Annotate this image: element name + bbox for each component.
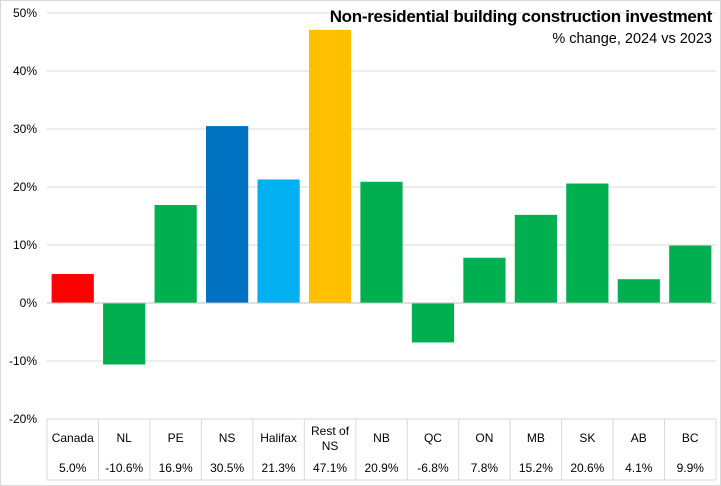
value-label: -6.8% <box>417 461 449 475</box>
value-label: 9.9% <box>677 461 705 475</box>
bar-bc <box>669 245 712 303</box>
bar-pe <box>154 204 197 303</box>
y-tick-label: 50% <box>13 6 37 20</box>
category-label: NS <box>219 431 236 445</box>
value-label: -10.6% <box>105 461 143 475</box>
chart-title: Non-residential building construction in… <box>329 7 713 26</box>
bar-ns <box>206 126 249 303</box>
value-label: 5.0% <box>59 461 87 475</box>
bar-nb <box>360 181 403 303</box>
bar-sk <box>566 183 609 303</box>
bar-qc <box>411 303 455 343</box>
y-tick-label: 40% <box>13 64 37 78</box>
category-label: MB <box>527 431 545 445</box>
value-label: 47.1% <box>313 461 347 475</box>
value-label: 4.1% <box>625 461 653 475</box>
value-label: 20.6% <box>570 461 604 475</box>
value-label: 30.5% <box>210 461 244 475</box>
value-label: 15.2% <box>519 461 553 475</box>
category-label: Canada <box>52 431 94 445</box>
y-tick-label: -10% <box>9 354 37 368</box>
y-tick-label: 20% <box>13 180 37 194</box>
chart-subtitle: % change, 2024 vs 2023 <box>552 31 712 47</box>
category-label: NL <box>117 431 133 445</box>
category-label: SK <box>579 431 595 445</box>
category-label: QC <box>424 431 442 445</box>
bar-halifax <box>257 179 300 303</box>
value-label: 16.9% <box>159 461 193 475</box>
value-label: 7.8% <box>471 461 499 475</box>
y-tick-label: 30% <box>13 122 37 136</box>
y-tick-label: -20% <box>9 412 37 426</box>
category-label: Halifax <box>260 431 297 445</box>
category-label: Rest of NS <box>311 424 350 453</box>
category-label: AB <box>631 431 647 445</box>
category-label: ON <box>475 431 493 445</box>
y-tick-label: 0% <box>20 296 38 310</box>
bar-mb <box>514 214 557 303</box>
category-label: NB <box>373 431 390 445</box>
bar-ab <box>617 279 660 303</box>
bar-rest-of-ns <box>308 29 352 303</box>
bar-nl <box>103 303 146 365</box>
bar-canada <box>51 274 94 303</box>
category-label: PE <box>168 431 184 445</box>
bar-on <box>463 257 506 303</box>
category-label: BC <box>682 431 699 445</box>
value-label: 20.9% <box>364 461 398 475</box>
value-label: 21.3% <box>262 461 296 475</box>
y-tick-label: 10% <box>13 238 37 252</box>
